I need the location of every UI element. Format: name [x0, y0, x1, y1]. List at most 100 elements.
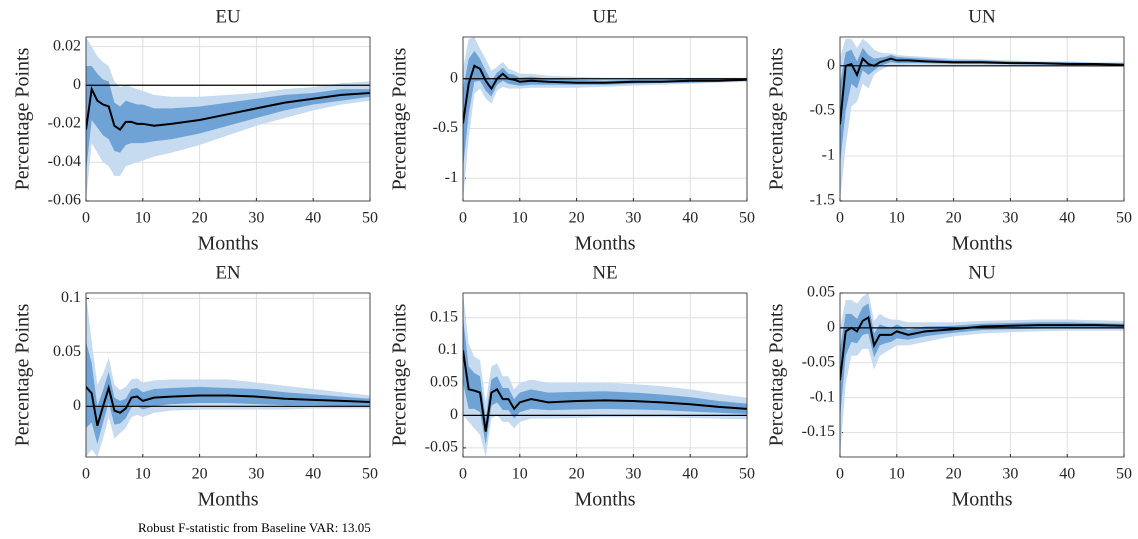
panel: 0 10 20 30 40 50 -1.5 -1 -0.5 0 UN Months Percentage… [766, 6, 1132, 254]
x-tick-label: 30 [248, 466, 264, 483]
x-tick-label: 40 [1059, 466, 1075, 483]
x-axis-label: Months [197, 489, 258, 511]
x-tick-label: 30 [1002, 210, 1018, 227]
y-tick-label: -0.02 [48, 114, 81, 131]
x-tick-label: 30 [625, 210, 641, 227]
y-tick-label: -0.05 [802, 353, 835, 370]
panel-title: UE [592, 6, 617, 27]
panel-title: EU [215, 6, 241, 27]
panel: 0 10 20 30 40 50 -0.15 -0.1 -0.05 0 0.05 NU Months Pe… [766, 262, 1132, 510]
confidence-band [840, 303, 1124, 419]
confidence-band [86, 65, 370, 173]
y-axis-label: Percentage Points [766, 303, 788, 446]
median-line [86, 85, 370, 131]
x-tick-label: 50 [362, 210, 378, 227]
panel-title: EN [215, 262, 241, 283]
y-axis-label: Percentage Points [389, 47, 411, 190]
x-tick-label: 10 [135, 210, 151, 227]
panel: 0 10 20 30 40 50 -1 -0.5 0 UE Months Percentage Poi… [389, 6, 755, 254]
confidence-band [840, 47, 1124, 165]
x-tick-label: 50 [1116, 466, 1132, 483]
x-tick-label: 0 [459, 466, 467, 483]
x-tick-label: 50 [739, 466, 755, 483]
x-axis-label: Months [951, 489, 1012, 511]
panel-title: NU [968, 262, 996, 283]
median-line [840, 315, 1124, 381]
x-tick-label: 50 [1116, 210, 1132, 227]
x-tick-label: 20 [569, 210, 585, 227]
plot-area [463, 37, 747, 201]
y-tick-label: -0.15 [802, 423, 835, 440]
y-tick-label: 0.05 [807, 284, 835, 301]
x-tick-label: 20 [192, 210, 208, 227]
x-tick-label: 0 [836, 210, 844, 227]
y-axis-label: Percentage Points [12, 303, 34, 446]
panel: 0 10 20 30 40 50 -0.06 -0.04 -0.02 0 0.02 EU Months P… [12, 6, 378, 254]
y-tick-label: 0.02 [53, 37, 81, 54]
x-tick-label: 40 [305, 210, 321, 227]
y-tick-label: 0 [450, 406, 458, 423]
panel: 0 10 20 30 40 50-0.0500.050.10.15NEMonthsPerc… [389, 262, 755, 510]
y-tick-label: -0.04 [48, 153, 81, 170]
x-tick-label: 0 [82, 210, 90, 227]
plot-area [86, 293, 370, 457]
x-axis-label: Months [574, 489, 635, 511]
x-axis-label: Months [951, 233, 1012, 255]
panel-title: NE [592, 262, 617, 283]
y-tick-label: 0.1 [438, 341, 458, 358]
panel: 0 10 20 30 40 50 0 0.05 0.1 EN Months Percentage Po… [12, 262, 378, 510]
median-line [86, 384, 370, 426]
axes-box [85, 292, 371, 458]
x-tick-label: 10 [512, 210, 528, 227]
y-tick-label: 0 [827, 57, 835, 74]
x-tick-label: 40 [305, 466, 321, 483]
axes-box [462, 292, 748, 458]
y-tick-label: 0.15 [430, 308, 458, 325]
x-tick-label: 30 [625, 466, 641, 483]
y-tick-label: -0.1 [810, 388, 835, 405]
y-tick-label: -0.06 [48, 192, 81, 209]
axes-box [839, 36, 1125, 202]
x-tick-label: 20 [192, 466, 208, 483]
x-tick-label: 0 [836, 466, 844, 483]
y-tick-label: -0.5 [433, 119, 458, 136]
x-tick-label: 40 [682, 210, 698, 227]
y-tick-label: -1 [822, 147, 835, 164]
confidence-band [463, 293, 747, 457]
x-tick-label: 20 [946, 210, 962, 227]
confidence-band [86, 341, 370, 445]
y-tick-label: -0.5 [810, 102, 835, 119]
y-tick-label: -0.05 [425, 439, 458, 456]
y-tick-label: 0.05 [53, 343, 81, 360]
x-tick-label: 30 [248, 210, 264, 227]
x-tick-label: 10 [512, 466, 528, 483]
axes-box [462, 36, 748, 202]
y-axis-label: Percentage Points [766, 47, 788, 190]
x-tick-label: 40 [1059, 210, 1075, 227]
x-tick-label: 0 [82, 466, 90, 483]
x-tick-label: 40 [682, 466, 698, 483]
axes-box [85, 36, 371, 202]
y-tick-label: 0 [73, 397, 81, 414]
y-tick-label: 0.1 [61, 289, 81, 306]
x-tick-label: 50 [739, 210, 755, 227]
y-tick-label: -1 [445, 169, 458, 186]
median-line [463, 350, 747, 432]
x-tick-label: 50 [362, 466, 378, 483]
panel-title: UN [968, 6, 996, 27]
y-tick-label: 0 [827, 319, 835, 336]
y-tick-label: 0.05 [430, 373, 458, 390]
x-tick-label: 10 [889, 210, 905, 227]
median-line [463, 64, 747, 124]
y-axis-label: Percentage Points [389, 303, 411, 446]
x-axis-label: Months [574, 233, 635, 255]
y-tick-label: 0 [73, 76, 81, 93]
x-tick-label: 10 [135, 466, 151, 483]
footnote: Robust F-statistic from Baseline VAR: 13… [138, 520, 371, 535]
x-axis-label: Months [197, 233, 258, 255]
x-tick-label: 20 [569, 466, 585, 483]
plot-area [463, 293, 747, 457]
axes-box [839, 292, 1125, 458]
y-axis-label: Percentage Points [12, 47, 34, 190]
